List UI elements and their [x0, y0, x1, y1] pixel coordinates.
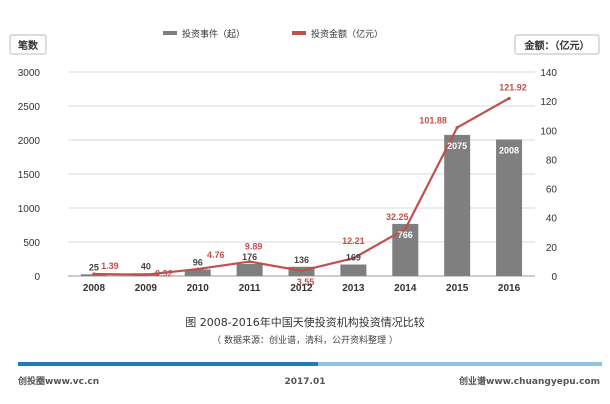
right-tick-label: 120	[540, 97, 557, 108]
right-tick-label: 20	[546, 243, 558, 254]
x-tick-label: 2011	[239, 283, 261, 294]
bar	[236, 264, 263, 276]
bar-value-label: 40	[141, 261, 151, 271]
chart-title: 图 2008-2016年中国天使投资机构投资情况比较	[185, 315, 424, 329]
x-tick-label: 2015	[446, 283, 469, 294]
x-tick-label: 2012	[290, 283, 313, 294]
legend-label-bars: 投资事件（起）	[182, 28, 245, 40]
legend-swatch-bars	[163, 31, 177, 35]
line-value-label: 3.55	[297, 277, 315, 287]
right-axis-unit: 金额：（亿元）	[514, 34, 600, 55]
bar	[444, 134, 471, 276]
bar-value-label: 136	[294, 255, 309, 265]
left-tick-label: 3000	[18, 68, 41, 79]
line-point	[248, 259, 252, 264]
right-tick-label: 0	[551, 272, 557, 283]
line-value-labels: 1.39 0.92 4.76 9.89 3.55 12.21 32.25 101.88 121.…	[101, 82, 527, 286]
bar-series	[80, 134, 523, 276]
x-tick-label: 2010	[187, 283, 210, 294]
line-value-label: 1.39	[101, 261, 119, 271]
footer-rule-dark	[18, 362, 318, 366]
line-point	[507, 96, 511, 100]
chart-source: （ 数据来源：创业谱，清科，公开资料整理 ）	[212, 334, 398, 346]
line-point	[196, 267, 200, 271]
line-value-label: 12.21	[342, 236, 365, 246]
left-axis-ticks: 0 500 1000 1500 2000 2500 3000	[18, 68, 41, 283]
line-point	[92, 272, 96, 276]
footer-center: 2017.01	[285, 377, 326, 387]
right-tick-label: 40	[546, 214, 558, 225]
bar-value-labels: 25 40 96 176 136 169 766 2075 2008	[89, 141, 519, 272]
footer-left: 创投圈www.vc.cn	[17, 375, 99, 387]
x-tick-label: 2016	[498, 283, 521, 294]
left-tick-label: 0	[34, 272, 40, 283]
bar	[184, 269, 211, 276]
left-tick-label: 1000	[18, 204, 41, 215]
bar	[496, 139, 523, 276]
left-tick-label: 1500	[18, 170, 41, 181]
bar-value-label: 176	[242, 252, 257, 262]
x-tick-label: 2014	[394, 283, 417, 294]
bar	[340, 264, 367, 276]
left-axis-unit: 笔数	[9, 34, 47, 55]
legend-swatch-line	[292, 31, 306, 35]
left-axis-label: 笔数	[18, 39, 39, 52]
line-value-label: 121.92	[499, 82, 527, 92]
bar-value-label: 766	[398, 230, 413, 240]
right-tick-label: 140	[540, 68, 557, 79]
line-value-label: 4.76	[207, 250, 225, 260]
right-tick-label: 80	[546, 155, 558, 166]
line-value-label: 101.88	[419, 116, 447, 126]
line-point	[144, 273, 148, 277]
bar-value-label: 2075	[447, 141, 467, 151]
legend-label-line: 投资金额（亿元）	[311, 28, 383, 40]
bar-value-label: 96	[193, 257, 203, 267]
left-tick-label: 2000	[18, 136, 41, 147]
bar-value-label: 25	[89, 262, 99, 272]
bar	[392, 223, 419, 276]
left-tick-label: 2500	[18, 102, 41, 113]
right-tick-label: 60	[546, 185, 558, 196]
line-value-label: 32.25	[386, 212, 409, 222]
line-point	[299, 269, 304, 273]
footer-right: 创业谱www.chuangyepu.com	[458, 375, 600, 387]
x-tick-label: 2009	[135, 283, 158, 294]
x-tick-label: 2008	[83, 283, 106, 294]
line-value-label: 0.92	[155, 269, 173, 279]
line-value-label: 9.89	[245, 242, 263, 252]
left-tick-label: 500	[23, 238, 40, 249]
line-point	[403, 227, 407, 231]
x-tick-label: 2013	[342, 283, 365, 294]
legend: 投资事件（起） 投资金额（亿元）	[163, 28, 383, 40]
line-point	[351, 256, 355, 260]
line-point	[455, 125, 459, 130]
right-axis-label: 金额：（亿元）	[524, 39, 590, 52]
line-series	[92, 96, 511, 277]
right-tick-label: 100	[540, 126, 557, 137]
bar-value-label: 169	[346, 253, 361, 263]
bar-value-label: 2008	[499, 145, 519, 155]
right-axis-ticks: 0 20 40 60 80 100 120 140	[540, 68, 557, 283]
x-axis-ticks: 2008 2009 2010 2011 2012 2013 2014 2015 2016	[83, 283, 521, 294]
